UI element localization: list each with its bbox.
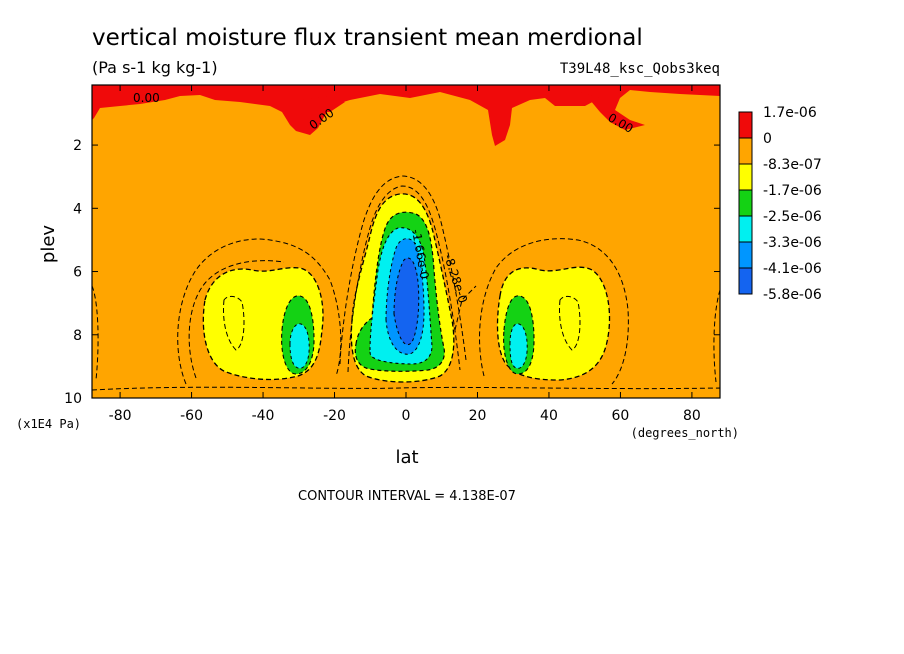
positive-region-top <box>92 85 720 146</box>
contour-left-mid <box>188 260 285 379</box>
contour-left-inner <box>223 295 245 351</box>
contour-right-inner <box>559 295 581 351</box>
legend-swatch <box>738 163 753 191</box>
contour-center-tail <box>454 285 477 331</box>
center-level5 <box>393 257 420 346</box>
x-tick-label: -80 <box>109 408 132 424</box>
chart-subtitle: (Pa s-1 kg kg-1) <box>92 58 218 77</box>
x-tick-label: 60 <box>612 408 630 424</box>
legend-swatch <box>738 241 753 269</box>
y-tick-label: 2 <box>73 138 82 154</box>
y-axis-label: plev <box>38 225 59 264</box>
left-lobe-level3 <box>289 323 310 369</box>
legend-label: -5.8e-06 <box>763 287 822 303</box>
x-tick-label: -60 <box>180 408 203 424</box>
legend-label: 0 <box>763 131 772 147</box>
color-legend: 1.7e-06 0 -8.3e-07 -1.7e-06 -2.5e-06 -3.3e-06… <box>738 105 822 303</box>
y-tick-label: 6 <box>73 265 82 281</box>
legend-label: -8.3e-07 <box>763 157 822 173</box>
legend-label: -4.1e-06 <box>763 261 822 277</box>
contour-right-edge <box>713 289 720 383</box>
y-tick-label: 4 <box>73 201 82 217</box>
positive-patch-right <box>540 92 600 106</box>
legend-label: -3.3e-06 <box>763 235 822 251</box>
contour-interval: CONTOUR INTERVAL = 4.138E-07 <box>298 489 516 504</box>
contour-field: 0.00 0.00 0.00 -1.66e-0 -8.28e-0 <box>92 85 720 398</box>
right-lobe-level3 <box>509 323 528 369</box>
x-tick-label: 20 <box>469 408 487 424</box>
legend-swatch <box>738 267 753 295</box>
legend-label: -1.7e-06 <box>763 183 822 199</box>
legend-swatch <box>738 215 753 243</box>
x-tick-label: -40 <box>252 408 275 424</box>
x-axis-units: (degrees_north) <box>631 426 739 440</box>
x-tick-label: 0 <box>402 408 411 424</box>
run-label: T39L48_ksc_Qobs3keq <box>560 61 720 77</box>
chart-title: vertical moisture flux transient mean me… <box>92 25 643 51</box>
legend-label: -2.5e-06 <box>763 209 822 225</box>
contour-label-0a: 0.00 <box>133 91 160 105</box>
x-tick-label: -20 <box>323 408 346 424</box>
y-axis: 2 4 6 8 10 <box>64 138 720 407</box>
y-axis-units: (x1E4 Pa) <box>16 417 81 431</box>
legend-swatch <box>738 137 753 165</box>
contour-left-outer <box>177 238 342 385</box>
contour-center-mid <box>347 185 461 373</box>
contour-left-edge <box>92 285 99 381</box>
contour-right-outer <box>479 238 629 385</box>
x-tick-label: 40 <box>540 408 558 424</box>
x-axis-label: lat <box>395 447 418 468</box>
outer-contours <box>92 175 720 385</box>
legend-swatch <box>738 189 753 217</box>
x-axis: -80 -60 -40 -20 0 20 40 60 80 <box>109 85 701 424</box>
x-tick-label: 80 <box>683 408 701 424</box>
legend-swatch <box>738 111 753 139</box>
y-tick-label: 8 <box>73 328 82 344</box>
positive-patch-mid <box>300 96 345 112</box>
y-tick-label: 10 <box>64 391 82 407</box>
legend-label: 1.7e-06 <box>763 105 817 121</box>
